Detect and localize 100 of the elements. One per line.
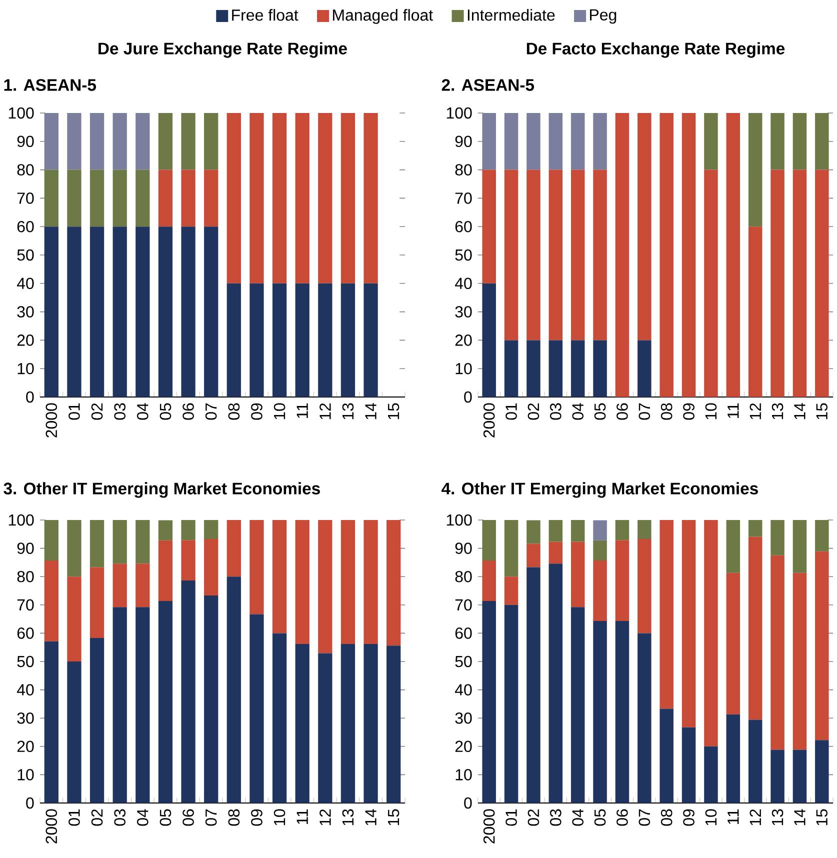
bar xyxy=(792,750,807,803)
x-tick-label: 06 xyxy=(182,809,194,826)
bar xyxy=(295,283,310,397)
bar xyxy=(340,644,356,803)
x-tick-label: 11 xyxy=(728,809,739,824)
bar xyxy=(67,113,82,170)
bar xyxy=(364,283,378,397)
bar xyxy=(770,113,784,170)
bar xyxy=(340,520,356,644)
bar xyxy=(90,226,104,397)
bar xyxy=(90,520,104,568)
y-tick-label: 70 xyxy=(455,192,472,204)
bar xyxy=(272,283,287,397)
x-tick-label: 2000 xyxy=(483,403,495,438)
bar xyxy=(748,520,762,537)
chart-title: De Facto Exchange Rate Regime xyxy=(526,42,785,58)
x-tick-label: 08 xyxy=(228,809,240,826)
bar xyxy=(318,113,332,284)
bar xyxy=(593,621,607,803)
bar xyxy=(815,113,829,170)
y-tick-label: 40 xyxy=(16,278,34,290)
bar xyxy=(593,540,607,560)
bar xyxy=(136,607,150,803)
x-tick-label: 11 xyxy=(296,809,308,824)
y-tick-label: 100 xyxy=(446,514,472,526)
bar xyxy=(158,170,173,227)
bar xyxy=(44,641,58,803)
y-tick-label: 40 xyxy=(454,684,472,696)
bar xyxy=(570,170,585,340)
x-tick-label: 12 xyxy=(320,809,331,826)
bar xyxy=(272,633,287,803)
bar xyxy=(181,170,196,227)
bar xyxy=(726,572,740,714)
bar xyxy=(158,226,173,397)
x-tick-label: 01 xyxy=(68,403,80,420)
bar xyxy=(815,170,829,397)
y-tick-label: 100 xyxy=(8,514,34,526)
bar xyxy=(482,520,496,560)
bar xyxy=(112,170,127,227)
x-tick-label: 14 xyxy=(365,403,376,420)
bar xyxy=(136,170,150,227)
bar xyxy=(615,621,630,803)
x-tick-label: 01 xyxy=(68,809,80,826)
bar xyxy=(67,226,82,397)
x-tick-label: 14 xyxy=(365,809,376,826)
x-tick-label: 08 xyxy=(228,403,240,420)
bar xyxy=(67,170,82,227)
bar xyxy=(570,113,585,170)
x-tick-label: 06 xyxy=(616,809,628,826)
y-tick-label: 60 xyxy=(455,220,472,232)
bar xyxy=(90,170,104,227)
y-tick-label: 50 xyxy=(17,249,34,261)
x-tick-label: 07 xyxy=(638,403,650,420)
bar xyxy=(548,113,563,170)
bar xyxy=(364,520,378,644)
x-tick-label: 10 xyxy=(274,809,286,826)
bar xyxy=(548,520,563,542)
bar xyxy=(682,113,696,397)
chart-title: 3. Other IT Emerging Market Economies xyxy=(4,482,320,498)
bar xyxy=(44,170,58,227)
bar xyxy=(44,113,58,170)
bar xyxy=(250,113,264,284)
bar xyxy=(593,340,607,397)
bar xyxy=(815,551,829,740)
bar xyxy=(660,708,674,803)
bar xyxy=(250,520,264,614)
y-tick-label: 30 xyxy=(455,712,472,724)
y-tick-label: 90 xyxy=(17,542,34,554)
y-tick-label: 30 xyxy=(17,306,34,318)
bar xyxy=(340,113,356,284)
bar xyxy=(504,113,518,170)
bar xyxy=(792,170,807,397)
bar xyxy=(748,536,762,720)
y-tick-label: 10 xyxy=(456,769,472,780)
bar xyxy=(792,572,807,750)
x-tick-label: 2000 xyxy=(483,809,495,844)
y-tick-label: 90 xyxy=(17,136,34,148)
chart-title: 4. Other IT Emerging Market Economies xyxy=(442,482,758,498)
bar xyxy=(770,555,784,750)
bar xyxy=(90,638,104,803)
y-tick-label: 20 xyxy=(455,740,472,752)
y-tick-label: 90 xyxy=(455,542,472,554)
bar xyxy=(638,633,652,803)
bar xyxy=(181,580,196,803)
x-tick-label: 12 xyxy=(750,403,761,420)
x-tick-label: 15 xyxy=(816,403,828,420)
y-tick-label: 60 xyxy=(17,628,34,639)
bar xyxy=(593,560,607,622)
bar xyxy=(770,520,784,556)
bar xyxy=(158,600,173,803)
bar xyxy=(158,113,173,170)
bar xyxy=(570,520,585,542)
bar xyxy=(112,226,127,397)
bar xyxy=(482,113,496,170)
bar xyxy=(770,170,784,397)
bar xyxy=(295,520,310,644)
x-tick-label: 02 xyxy=(528,403,540,420)
bar xyxy=(295,113,310,284)
x-tick-label: 10 xyxy=(705,403,717,420)
bar xyxy=(593,170,607,340)
